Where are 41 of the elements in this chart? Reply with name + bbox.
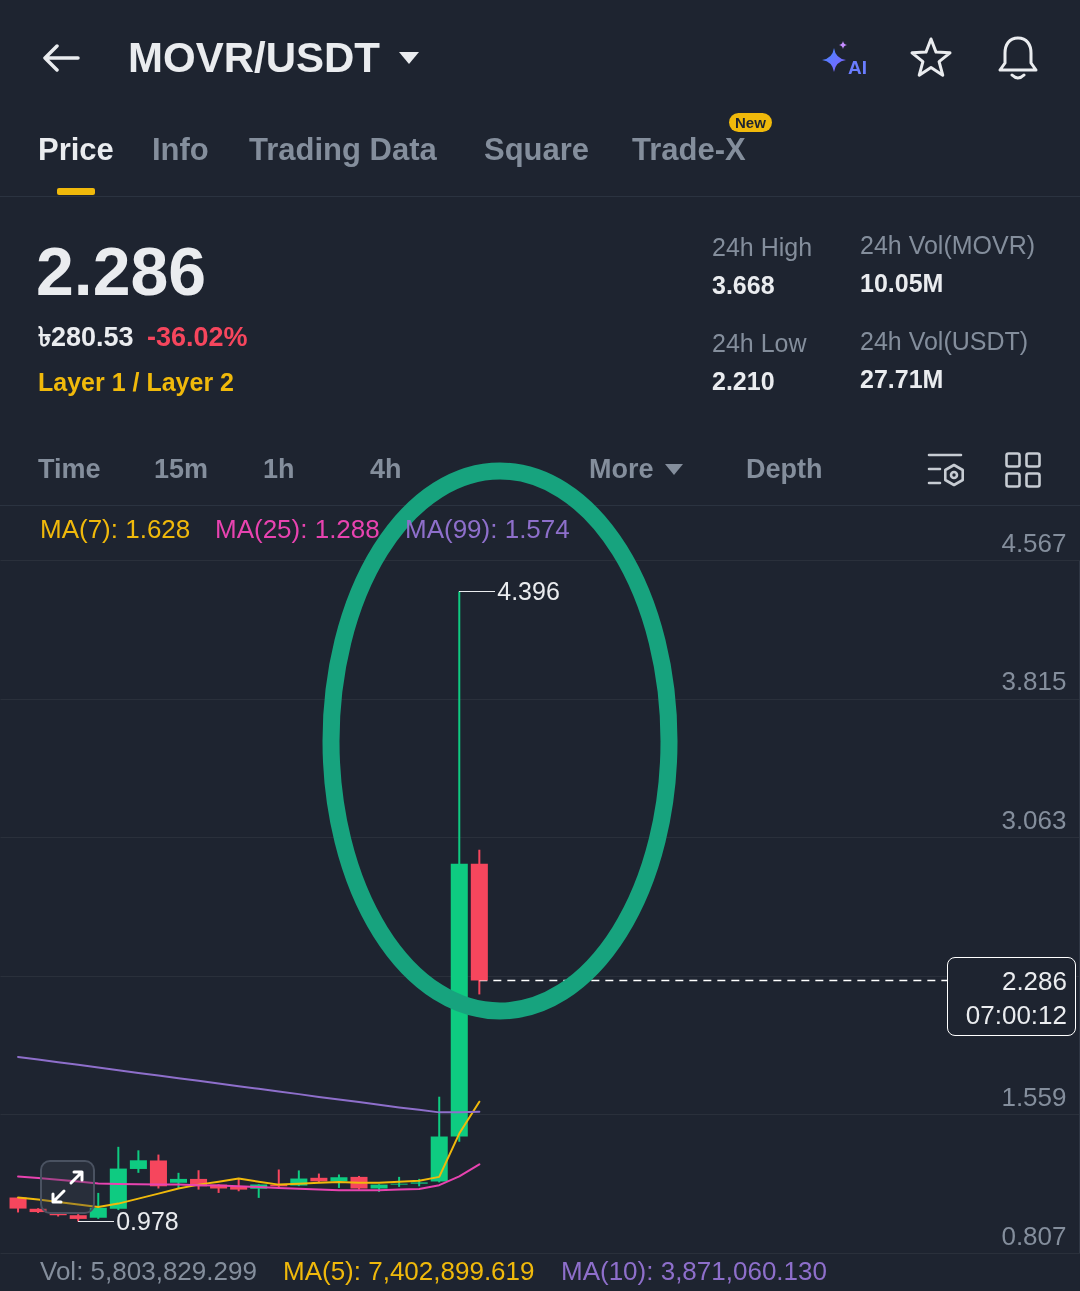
text: MOVR/USDT xyxy=(128,33,380,83)
text: 2.210 xyxy=(712,366,775,396)
text: 24h Vol(MOVR) xyxy=(860,230,1036,260)
text: MA(7): 1.628 xyxy=(40,514,191,545)
text: 24h Vol(USDT) xyxy=(860,326,1029,356)
text: Trade-X xyxy=(632,132,746,168)
text: MA(99): 1.574 xyxy=(405,514,570,545)
text: New xyxy=(729,112,772,132)
text: 3.668 xyxy=(712,270,775,300)
text: 2.286 xyxy=(36,231,207,311)
text: Depth xyxy=(746,454,823,486)
text: More xyxy=(589,454,654,486)
text: Square xyxy=(484,132,590,168)
text: Vol: 5,803,829.299 xyxy=(40,1256,257,1287)
text: MA(10): 3,871,060.130 xyxy=(561,1256,827,1287)
y-tick-label: 3.063 xyxy=(1001,804,1067,835)
y-tick-label: 1.559 xyxy=(1001,1081,1067,1112)
text: ৳280.53 xyxy=(38,322,134,354)
text: Price xyxy=(38,132,114,168)
text: Time xyxy=(38,454,101,486)
y-tick-label: 0.807 xyxy=(1001,1220,1067,1251)
y-tick-label: 3.815 xyxy=(1001,666,1067,697)
text: 24h High xyxy=(712,232,813,262)
y-tick-label: 4.567 xyxy=(1001,527,1067,558)
text: 15m xyxy=(154,454,209,486)
text: 4h xyxy=(370,454,402,486)
text: 10.05M xyxy=(860,268,944,298)
text: AI xyxy=(848,57,867,79)
text: -36.02% xyxy=(147,322,248,354)
text: MA(25): 1.288 xyxy=(215,514,380,545)
annotation: 07:00:12 xyxy=(965,1000,1067,1032)
text: 27.71M xyxy=(860,364,944,394)
text: MA(5): 7,402,899.619 xyxy=(283,1256,535,1287)
text: Trading Data xyxy=(249,132,437,168)
annotation: 0.978 xyxy=(116,1207,179,1236)
text: Info xyxy=(152,132,209,168)
ref-line-label: 2.286 xyxy=(1001,966,1067,998)
text: Layer 1 / Layer 2 xyxy=(38,367,234,397)
text: 1h xyxy=(263,454,295,486)
annotation: 4.396 xyxy=(497,577,560,606)
text: 24h Low xyxy=(712,328,807,358)
